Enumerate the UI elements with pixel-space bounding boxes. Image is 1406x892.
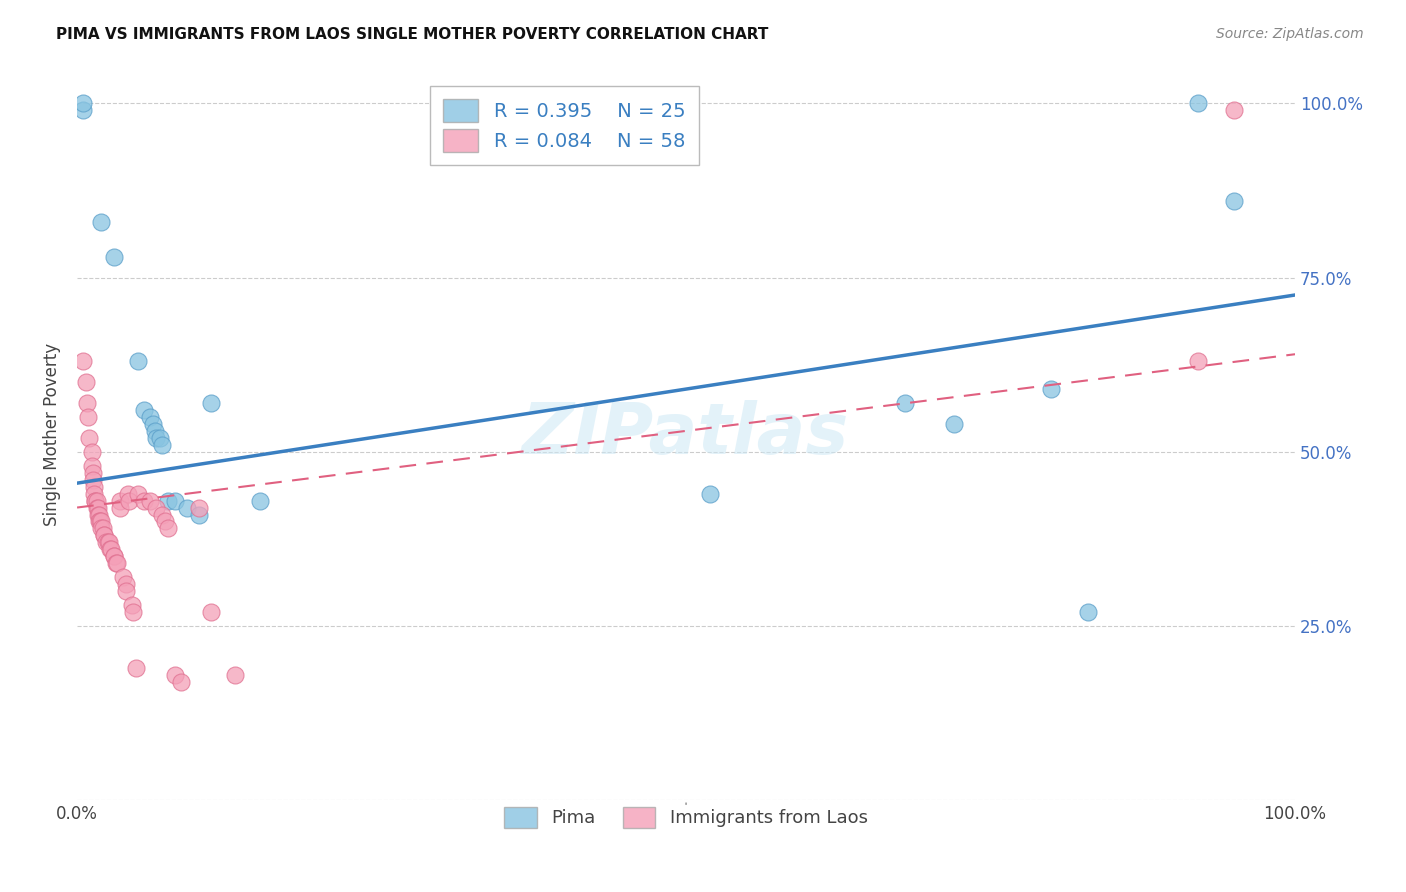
Point — [77, 431, 100, 445]
Point — [114, 584, 136, 599]
Point — [145, 431, 167, 445]
Point — [90, 215, 112, 229]
Point — [118, 493, 141, 508]
Point — [1040, 382, 1063, 396]
Point — [103, 549, 125, 564]
Point — [84, 493, 107, 508]
Point — [124, 661, 146, 675]
Point — [96, 535, 118, 549]
Point — [187, 508, 209, 522]
Point — [127, 486, 149, 500]
Point — [132, 403, 155, 417]
Point — [153, 515, 176, 529]
Point — [117, 486, 139, 500]
Point — [143, 424, 166, 438]
Point — [139, 493, 162, 508]
Point — [1187, 96, 1209, 111]
Text: ZIPatlas: ZIPatlas — [523, 400, 849, 469]
Point — [86, 500, 108, 515]
Point — [169, 674, 191, 689]
Point — [176, 500, 198, 515]
Point — [149, 431, 172, 445]
Point — [82, 466, 104, 480]
Point — [93, 528, 115, 542]
Y-axis label: Single Mother Poverty: Single Mother Poverty — [44, 343, 60, 526]
Point — [77, 409, 100, 424]
Point — [150, 508, 173, 522]
Point — [187, 500, 209, 515]
Point — [108, 493, 131, 508]
Point — [80, 458, 103, 473]
Point — [1187, 354, 1209, 368]
Point — [163, 493, 186, 508]
Point — [84, 493, 107, 508]
Point — [139, 409, 162, 424]
Point — [103, 549, 125, 564]
Point — [108, 500, 131, 515]
Point — [894, 396, 917, 410]
Point — [114, 577, 136, 591]
Legend: Pima, Immigrants from Laos: Pima, Immigrants from Laos — [498, 800, 875, 835]
Point — [98, 542, 121, 557]
Point — [72, 96, 94, 111]
Point — [83, 480, 105, 494]
Point — [75, 375, 97, 389]
Point — [105, 556, 128, 570]
Point — [72, 354, 94, 368]
Point — [86, 493, 108, 508]
Point — [122, 605, 145, 619]
Text: Source: ZipAtlas.com: Source: ZipAtlas.com — [1216, 27, 1364, 41]
Point — [105, 556, 128, 570]
Point — [200, 605, 222, 619]
Point — [150, 438, 173, 452]
Point — [112, 570, 135, 584]
Point — [103, 250, 125, 264]
Point — [163, 667, 186, 681]
Point — [87, 500, 110, 515]
Point — [87, 508, 110, 522]
Point — [1223, 103, 1246, 118]
Point — [132, 493, 155, 508]
Point — [200, 396, 222, 410]
Point — [83, 486, 105, 500]
Point — [93, 528, 115, 542]
Point — [96, 535, 118, 549]
Text: PIMA VS IMMIGRANTS FROM LAOS SINGLE MOTHER POVERTY CORRELATION CHART: PIMA VS IMMIGRANTS FROM LAOS SINGLE MOTH… — [56, 27, 769, 42]
Point — [145, 500, 167, 515]
Point — [87, 515, 110, 529]
Point — [90, 515, 112, 529]
Point — [82, 473, 104, 487]
Point — [89, 515, 111, 529]
Point — [90, 521, 112, 535]
Point — [1077, 605, 1099, 619]
Point — [1223, 194, 1246, 208]
Point — [91, 521, 114, 535]
Point — [100, 542, 122, 557]
Point — [249, 493, 271, 508]
Point — [76, 396, 98, 410]
Point — [157, 493, 180, 508]
Point — [943, 417, 966, 431]
Point — [142, 417, 165, 431]
Point — [121, 598, 143, 612]
Point — [80, 444, 103, 458]
Point — [127, 354, 149, 368]
Point — [87, 508, 110, 522]
Point — [224, 667, 246, 681]
Point — [157, 521, 180, 535]
Point — [97, 535, 120, 549]
Point — [72, 103, 94, 118]
Point — [699, 486, 721, 500]
